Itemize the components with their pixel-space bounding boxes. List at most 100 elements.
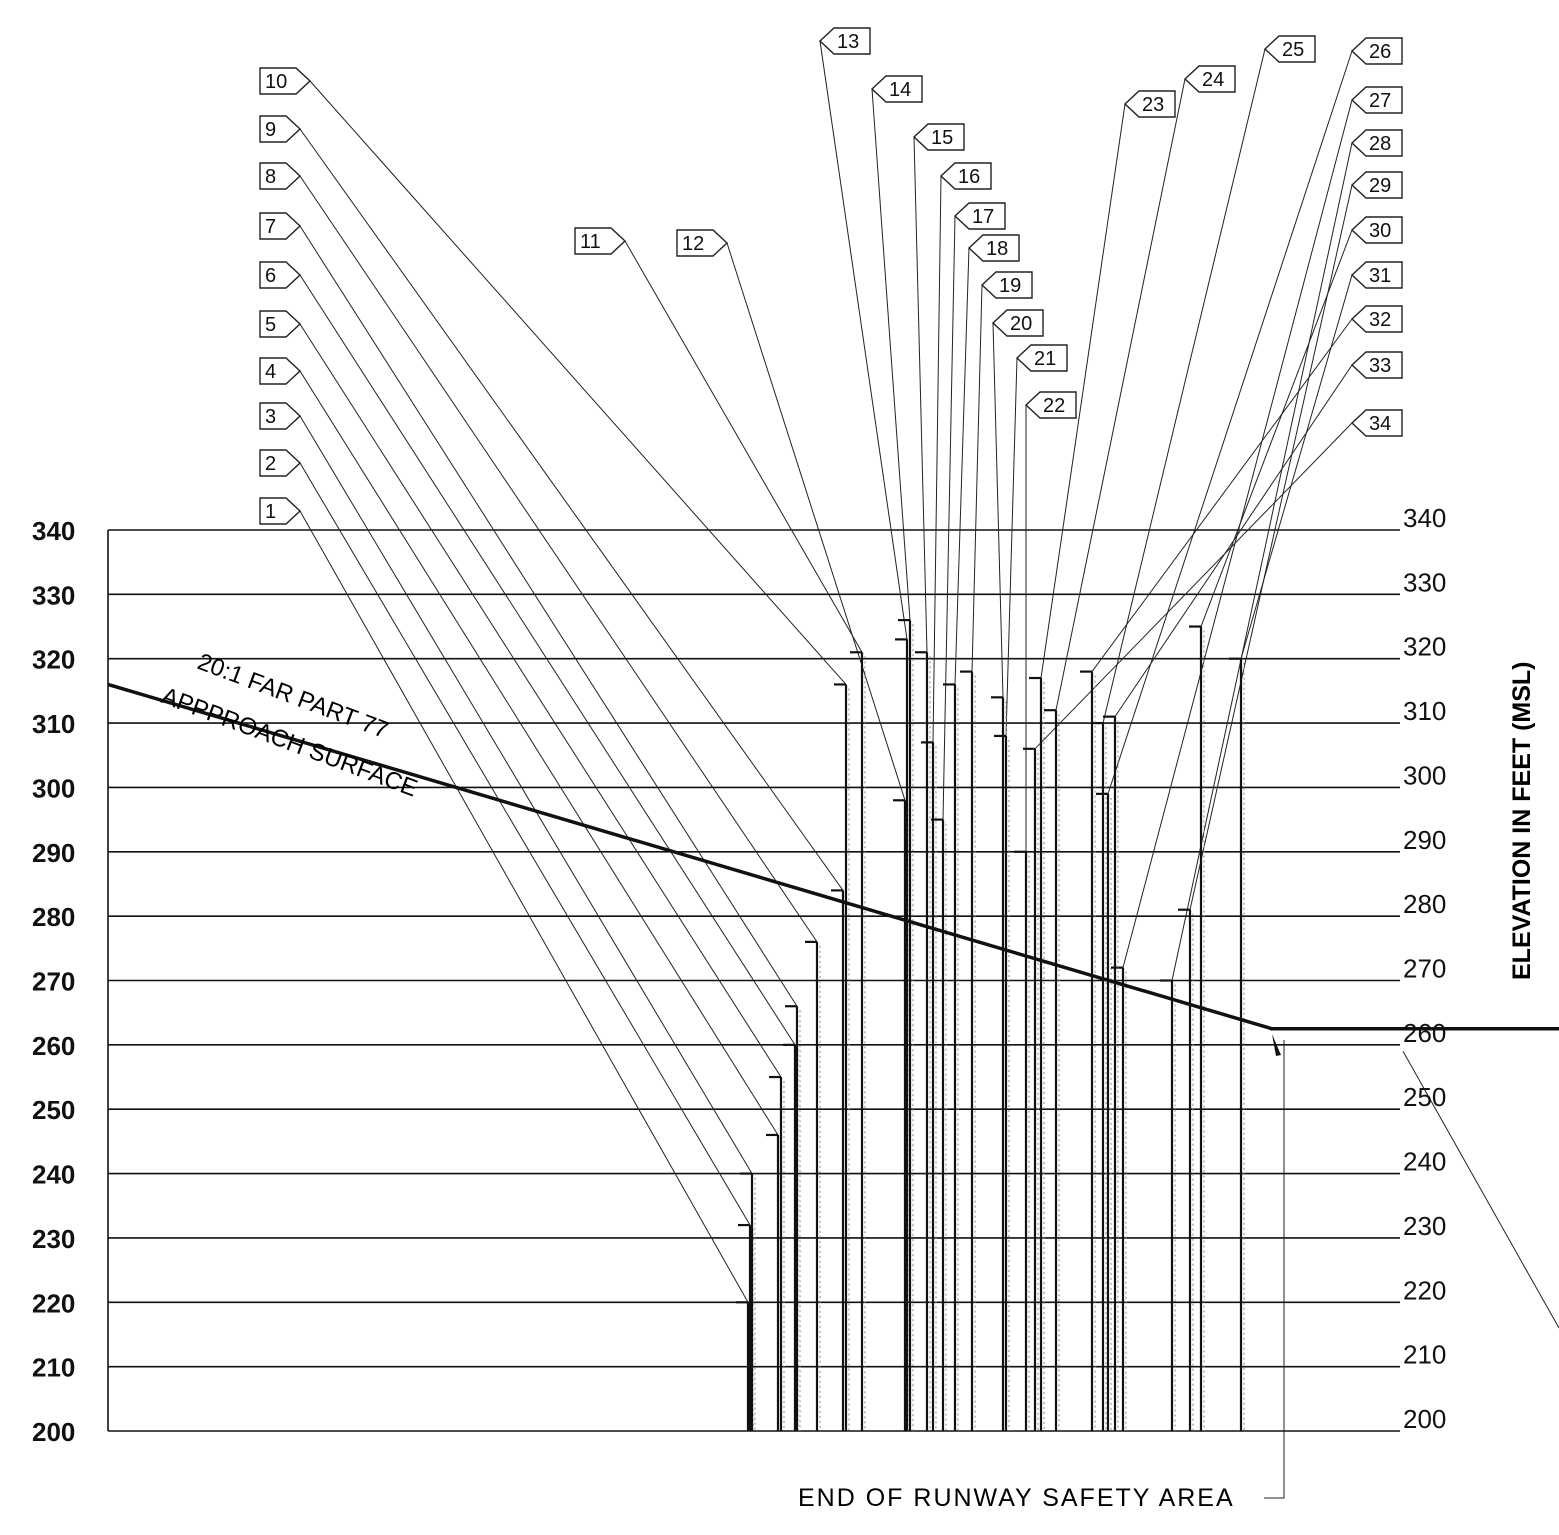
- obstruction-tag-number: 24: [1202, 69, 1224, 91]
- y-tick-left: 340: [32, 516, 75, 546]
- obstruction-tag-number: 27: [1369, 90, 1391, 112]
- y-tick-right: 280: [1403, 889, 1446, 919]
- obstruction-tag-number: 10: [265, 71, 287, 93]
- obstruction-tag-number: 29: [1369, 175, 1391, 197]
- obstruction-tag-number: 28: [1369, 133, 1391, 155]
- obstruction-tag-number: 14: [889, 79, 911, 101]
- tag-leader: [1108, 51, 1352, 794]
- y-tick-right: 220: [1403, 1275, 1446, 1305]
- rsa-label: END OF RUNWAY SAFETY AREA: [798, 1484, 1235, 1512]
- y-tick-left: 230: [32, 1224, 75, 1254]
- grid-lines: [108, 530, 1559, 1431]
- obstruction-tag-number: 22: [1043, 395, 1065, 417]
- tag-leader: [300, 511, 748, 1302]
- obstruction-tag-number: 9: [265, 119, 276, 141]
- y-tick-left: 260: [32, 1031, 75, 1061]
- tag-leader: [872, 89, 910, 620]
- tag-leader: [993, 323, 1003, 697]
- tag-leader: [914, 137, 927, 652]
- tag-leader: [727, 243, 905, 800]
- obstruction-tag-number: 18: [986, 238, 1008, 260]
- y-tick-right: 270: [1403, 954, 1446, 984]
- y-tick-left: 330: [32, 580, 75, 610]
- obstruction-tag-number: 31: [1369, 265, 1391, 287]
- axis-title: ELEVATION IN FEET (MSL): [1508, 661, 1536, 980]
- y-tick-right: 340: [1403, 503, 1446, 533]
- y-tick-right: 250: [1403, 1082, 1446, 1112]
- obstruction-tag-number: 1: [265, 501, 276, 523]
- y-tick-right: 210: [1403, 1340, 1446, 1370]
- y-tick-right: 230: [1403, 1211, 1446, 1241]
- tag-leader: [820, 41, 907, 639]
- obstruction-tag-number: 3: [265, 406, 276, 428]
- tag-leader: [300, 371, 778, 1135]
- y-tick-right: 290: [1403, 825, 1446, 855]
- obstruction-tag-number: 2: [265, 453, 276, 475]
- y-tick-left: 240: [32, 1160, 75, 1190]
- y-tick-right: 330: [1403, 567, 1446, 597]
- obstruction-tag-number: 33: [1369, 355, 1391, 377]
- tag-leader: [300, 324, 781, 1077]
- tag-leader: [1241, 275, 1352, 659]
- obstruction-tag-number: 6: [265, 265, 276, 287]
- y-tick-right: 300: [1403, 760, 1446, 790]
- obstruction-tag-number: 7: [265, 216, 276, 238]
- y-tick-left: 210: [32, 1353, 75, 1383]
- obstruction-tags: 1234567891011 121314151617181920212223242…: [260, 28, 1402, 524]
- obstruction-tag-number: 4: [265, 361, 276, 383]
- tag-leader: [1172, 143, 1352, 981]
- obstruction-tag-number: 23: [1142, 94, 1164, 116]
- y-tick-right: 200: [1403, 1404, 1446, 1434]
- obstruction-tag-number: 30: [1369, 220, 1391, 242]
- obstruction-tag-number: 34: [1369, 413, 1391, 435]
- obstruction-tag-number: 20: [1010, 313, 1032, 335]
- y-tick-left: 250: [32, 1095, 75, 1125]
- tag-leader: [1092, 319, 1352, 672]
- obstruction-tag-number: 26: [1369, 41, 1391, 63]
- tag-leader: [300, 176, 817, 942]
- tag-leader: [1115, 365, 1352, 717]
- y-tick-left: 220: [32, 1288, 75, 1318]
- tag-leader: [300, 463, 750, 1225]
- tag-leader: [1041, 104, 1125, 678]
- y-tick-right: 240: [1403, 1147, 1446, 1177]
- y-tick-right: 260: [1403, 1018, 1446, 1048]
- y-tick-left: 310: [32, 709, 75, 739]
- y-tick-left: 270: [32, 967, 75, 997]
- y-tick-left: 200: [32, 1417, 75, 1447]
- obstruction-poles: [736, 620, 1244, 1431]
- y-axis-left: 340 330 320 310 300 290 280 270 260 250 240 230 220 2…: [32, 516, 75, 1447]
- obstruction-tag-number: 21: [1034, 348, 1056, 370]
- tag-leader: [1006, 358, 1017, 736]
- y-tick-left: 300: [32, 773, 75, 803]
- y-tick-left: 280: [32, 902, 75, 932]
- obstruction-tag-number: 16: [958, 166, 980, 188]
- tag-leader: [625, 241, 862, 652]
- y-tick-left: 320: [32, 645, 75, 675]
- tag-leader: [1123, 100, 1352, 968]
- tag-leader: [300, 226, 797, 1006]
- obstruction-tag-number: 17: [972, 206, 994, 228]
- y-tick-right: 320: [1403, 632, 1446, 662]
- y-axis-right: 340 330 320 310 300 290 280 270 260 250 240 230 220 2…: [1403, 503, 1446, 1434]
- tag-leader: [943, 216, 955, 820]
- obstruction-tag-number: 32: [1369, 309, 1391, 331]
- obstruction-tag-number: 13: [837, 31, 859, 53]
- obstruction-tag-number: 25: [1282, 39, 1304, 61]
- tag-leader: [933, 176, 941, 742]
- y-tick-right: 310: [1403, 696, 1446, 726]
- tag-leader: [955, 248, 969, 684]
- tag-leader: [972, 285, 982, 672]
- obstruction-tag-number: 12: [682, 233, 704, 255]
- obstruction-tag-number: 11: [580, 231, 601, 253]
- tag-leader: [300, 275, 795, 1045]
- obstruction-tag-number: 5: [265, 314, 276, 336]
- obstruction-tag-number: 8: [265, 166, 276, 188]
- tag-leader: [1103, 49, 1265, 723]
- tag-leader: [1201, 230, 1352, 627]
- leader-lines: [300, 41, 1352, 1302]
- obstruction-tag-number: 15: [931, 127, 953, 149]
- obstruction-tag-number: 19: [999, 275, 1021, 297]
